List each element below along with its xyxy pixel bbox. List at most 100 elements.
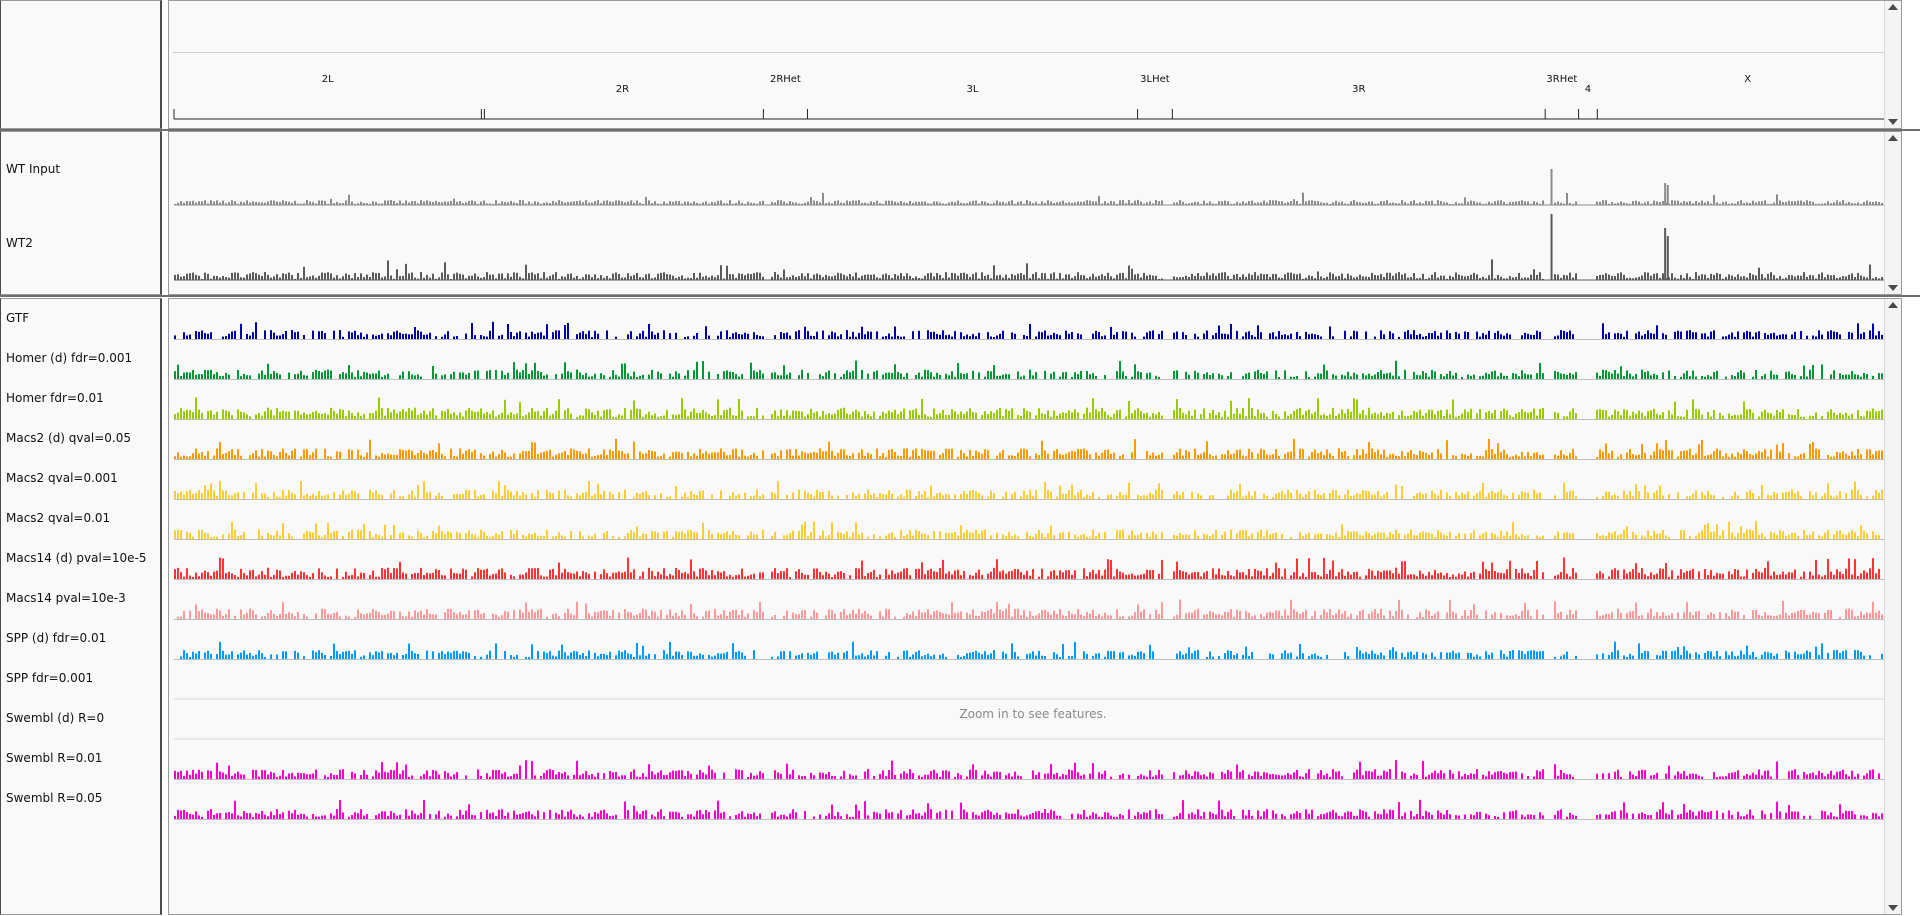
coverage-track-1[interactable] [174, 214, 1885, 280]
feature-bar [405, 412, 407, 419]
coverage-bar [186, 201, 188, 205]
chromosome-ruler[interactable] [169, 1, 1903, 130]
feature-track-2[interactable] [174, 398, 1885, 420]
feature-bar [1023, 575, 1025, 579]
feature-bar [960, 575, 962, 579]
feature-bar [678, 570, 680, 579]
feature-bar [522, 370, 524, 379]
feature-bar [1800, 376, 1802, 379]
coverage-scrollbar[interactable] [1884, 132, 1901, 294]
panel-separator[interactable] [0, 295, 1920, 297]
chromosome-label-3l[interactable]: 3L [967, 84, 979, 95]
track-name-10[interactable]: Swembl (d) R=0 [6, 711, 104, 725]
track-name-12[interactable]: Swembl R=0.05 [6, 791, 102, 805]
coverage-bar [1116, 275, 1118, 280]
coverage-bar [1659, 278, 1661, 280]
feature-track-5[interactable] [174, 521, 1885, 539]
track-name-2[interactable]: Homer fdr=0.01 [6, 391, 104, 405]
feature-bar [1872, 454, 1874, 459]
feature-tracks[interactable] [169, 299, 1885, 916]
scroll-up-icon[interactable] [1888, 135, 1898, 141]
coverage-bar [540, 278, 542, 280]
chromosome-label-2l[interactable]: 2L [322, 74, 334, 85]
feature-bar [867, 453, 869, 459]
feature-bar [975, 616, 977, 619]
feature-bar [399, 496, 401, 499]
coverage-bar [1011, 274, 1013, 280]
coverage-bar [459, 274, 461, 280]
track-name-7[interactable]: Macs14 pval=10e-3 [6, 591, 126, 605]
chromosome-label-3rhet[interactable]: 3RHet [1546, 74, 1577, 85]
feature-bar [1737, 415, 1739, 419]
coverage-bar [333, 203, 335, 205]
feature-bar [1839, 373, 1841, 379]
track-name-wt2[interactable]: WT2 [6, 236, 33, 250]
feature-bar [774, 335, 776, 339]
track-name-8[interactable]: SPP (d) fdr=0.01 [6, 631, 106, 645]
feature-bar [822, 331, 824, 339]
feature-bar [1074, 495, 1076, 499]
chromosome-label-x[interactable]: X [1744, 74, 1751, 85]
track-name-wt-input[interactable]: WT Input [6, 162, 60, 176]
coverage-bar [1128, 200, 1130, 205]
track-name-11[interactable]: Swembl R=0.01 [6, 751, 102, 765]
feature-bar [1476, 413, 1478, 419]
feature-track-7[interactable] [174, 600, 1885, 620]
feature-bar [663, 330, 665, 339]
feature-bar [1086, 612, 1088, 619]
track-name-1[interactable]: Homer (d) fdr=0.001 [6, 351, 132, 365]
chromosome-label-2rhet[interactable]: 2RHet [770, 74, 801, 85]
track-name-5[interactable]: Macs2 qval=0.01 [6, 511, 110, 525]
chromosome-label-3r[interactable]: 3R [1352, 84, 1365, 95]
feature-bar [558, 330, 560, 339]
coverage-bar [1524, 201, 1526, 205]
feature-bar [1827, 483, 1829, 499]
coverage-bar [1455, 202, 1457, 205]
feature-bar [1191, 613, 1193, 619]
track-name-3[interactable]: Macs2 (d) qval=0.05 [6, 431, 131, 445]
feature-bar [1683, 451, 1685, 459]
coverage-bar [309, 201, 311, 205]
feature-bar [285, 412, 287, 419]
feature-bar [1389, 414, 1391, 419]
coverage-bar [1134, 274, 1136, 280]
coverage-bar [1365, 203, 1367, 205]
coverage-bar [270, 278, 272, 280]
feature-bar [606, 611, 608, 619]
feature-track-8[interactable] [174, 642, 1885, 660]
feature-track-3[interactable] [174, 439, 1885, 460]
feature-bar [642, 609, 644, 619]
coverage-tracks[interactable] [169, 132, 1885, 296]
coverage-bar [444, 262, 446, 280]
feature-track-6[interactable] [174, 557, 1885, 579]
scroll-up-icon[interactable] [1888, 4, 1898, 10]
feature-bar [1110, 327, 1112, 339]
coverage-bar [1284, 274, 1286, 280]
track-name-4[interactable]: Macs2 qval=0.001 [6, 471, 118, 485]
feature-bar [1512, 522, 1514, 539]
track-name-0[interactable]: GTF [6, 311, 29, 325]
feature-track-4[interactable] [174, 481, 1885, 500]
coverage-bar [1743, 203, 1745, 205]
track-name-6[interactable]: Macs14 (d) pval=10e-5 [6, 551, 147, 565]
chromosome-label-4[interactable]: 4 [1585, 84, 1591, 95]
chromosome-label-3lhet[interactable]: 3LHet [1140, 74, 1170, 85]
feature-bar [1419, 375, 1421, 379]
ruler-scrollbar[interactable] [1884, 1, 1901, 128]
scroll-down-icon[interactable] [1888, 285, 1898, 291]
chromosome-label-2r[interactable]: 2R [616, 84, 629, 95]
feature-bar [414, 497, 416, 499]
feature-bar [426, 573, 428, 579]
feature-bar [603, 491, 605, 499]
feature-bar [1692, 399, 1694, 419]
feature-bar [1263, 537, 1265, 539]
feature-bar [1287, 335, 1289, 339]
feature-bar [657, 457, 659, 459]
track-name-9[interactable]: SPP fdr=0.001 [6, 671, 93, 685]
coverage-bar [1065, 274, 1067, 280]
scroll-down-icon[interactable] [1888, 119, 1898, 125]
feature-track-1[interactable] [174, 361, 1885, 380]
coverage-track-0[interactable] [174, 169, 1885, 205]
feature-track-0[interactable] [174, 322, 1885, 340]
feature-bar [1851, 490, 1853, 499]
